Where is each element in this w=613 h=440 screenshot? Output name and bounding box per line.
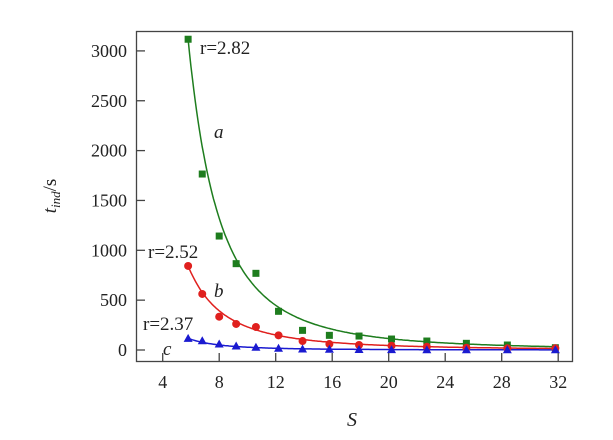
y-tick-label: 2500 — [91, 91, 127, 111]
y-tick-label: 3000 — [91, 41, 127, 61]
data-point-b — [215, 312, 224, 321]
x-tick-label: 8 — [215, 372, 224, 392]
data-point-a — [184, 35, 192, 43]
data-point-c — [183, 333, 193, 342]
x-tick-label: 12 — [267, 372, 285, 392]
x-tick-label: 4 — [158, 372, 167, 392]
data-point-c — [231, 341, 241, 350]
data-point-b — [325, 340, 334, 349]
series-b-r-label: r=2.52 — [148, 242, 198, 263]
x-tick-label: 16 — [323, 372, 341, 392]
data-point-a — [275, 307, 283, 315]
data-point-b — [298, 337, 307, 346]
fit-curve-b — [187, 265, 557, 350]
x-tick-label: 24 — [436, 372, 454, 392]
y-tick-label: 2000 — [91, 141, 127, 161]
fit-curve-c — [187, 337, 557, 351]
y-tick-label: 500 — [100, 290, 127, 310]
data-point-a — [252, 269, 260, 277]
data-point-b — [198, 289, 207, 298]
data-point-a — [215, 232, 223, 240]
x-axis-label: S — [347, 409, 357, 431]
data-point-c — [324, 344, 334, 353]
data-point-b — [274, 331, 283, 340]
data-point-a — [232, 260, 240, 268]
series-a-r-label: r=2.82 — [200, 38, 250, 59]
y-tick-label: 1500 — [91, 190, 127, 210]
data-point-a — [388, 335, 396, 343]
series-c-r-label: r=2.37 — [143, 314, 193, 335]
data-point-c — [214, 339, 224, 348]
series-b-label: b — [214, 281, 224, 302]
data-point-c — [251, 342, 261, 351]
data-point-c — [354, 345, 364, 354]
data-point-c — [550, 345, 560, 354]
x-tick-label: 32 — [549, 372, 567, 392]
y-axis-label: tind/s — [40, 179, 63, 214]
data-point-c — [422, 345, 432, 354]
data-point-a — [325, 331, 333, 339]
y-tick-label: 1000 — [91, 240, 127, 260]
x-tick-label: 20 — [380, 372, 398, 392]
data-point-c — [274, 343, 284, 352]
data-point-a — [355, 332, 363, 340]
data-point-b — [184, 261, 193, 270]
data-point-a — [423, 337, 431, 345]
y-tick-label: 0 — [118, 340, 127, 360]
data-point-c — [502, 345, 512, 354]
data-point-c — [298, 344, 308, 353]
data-point-c — [387, 345, 397, 354]
data-point-c — [197, 336, 207, 345]
series-a-label: a — [214, 122, 224, 143]
data-point-a — [299, 326, 307, 334]
data-point-c — [461, 345, 471, 354]
data-point-b — [251, 322, 260, 331]
x-tick-label: 28 — [493, 372, 511, 392]
data-point-a — [198, 170, 206, 178]
data-point-a — [462, 339, 470, 347]
fit-curve-a — [187, 39, 557, 348]
series-c-label: c — [163, 339, 172, 360]
data-point-b — [232, 319, 241, 328]
plot-frame — [135, 30, 574, 363]
